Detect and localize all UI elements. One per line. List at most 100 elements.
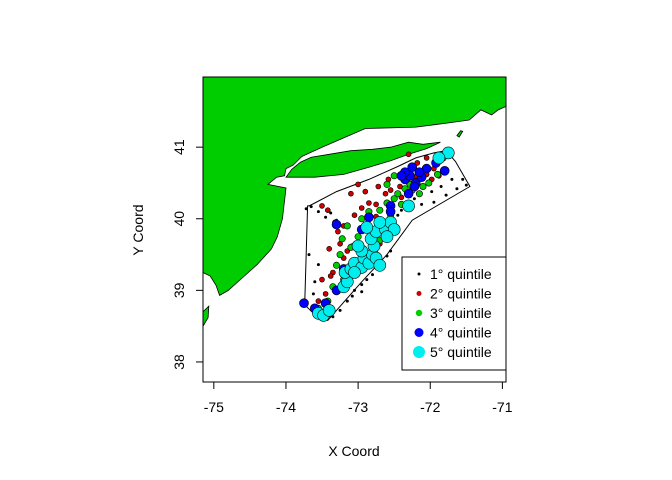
data-point	[396, 213, 400, 217]
data-point	[455, 187, 459, 191]
data-point	[364, 212, 374, 223]
data-point	[423, 155, 430, 161]
data-point	[360, 283, 364, 287]
data-point	[360, 221, 374, 234]
data-point	[348, 190, 354, 197]
legend-label: 2° quintile	[430, 286, 492, 302]
data-point	[322, 291, 329, 297]
data-point	[425, 179, 433, 187]
data-point	[338, 308, 342, 312]
data-point	[376, 206, 384, 214]
data-point	[329, 211, 333, 215]
legend-key	[413, 346, 425, 358]
data-point	[331, 219, 342, 230]
data-point	[390, 195, 398, 203]
y-tick-label: 38	[171, 354, 187, 370]
delmarva-land	[203, 305, 210, 327]
y-tick-label: 41	[171, 139, 187, 155]
data-point	[396, 171, 407, 181]
legend-key	[414, 328, 424, 337]
data-point	[353, 288, 356, 292]
data-point	[387, 187, 394, 193]
data-point	[316, 210, 320, 214]
data-point	[354, 233, 362, 241]
data-point	[419, 183, 427, 191]
y-tick-label: 40	[171, 211, 187, 227]
data-point	[309, 205, 313, 209]
data-point	[461, 177, 465, 181]
y-axis: 38 39 40 41	[171, 139, 203, 370]
legend-key	[416, 291, 422, 296]
data-point	[383, 180, 391, 188]
data-point	[439, 185, 443, 188]
x-tick-label: -74	[276, 399, 296, 415]
data-point	[307, 253, 311, 257]
data-point	[324, 207, 331, 213]
legend: 1° quintile 2° quintile 3° quintile 4° quin…	[401, 256, 507, 371]
data-point	[444, 193, 448, 197]
legend-label: 4° quintile	[430, 325, 492, 341]
data-point	[375, 183, 382, 190]
data-point	[304, 207, 308, 211]
data-point	[394, 190, 402, 198]
data-point	[412, 197, 416, 201]
plot-frame	[202, 76, 507, 383]
data-point	[331, 315, 335, 319]
data-point	[351, 239, 365, 253]
data-point	[327, 273, 334, 279]
data-point	[351, 212, 358, 218]
data-point	[433, 170, 441, 178]
series-5	[312, 146, 455, 322]
data-point	[402, 199, 415, 213]
data-point	[319, 276, 325, 283]
data-point	[316, 263, 320, 267]
data-point	[415, 190, 423, 198]
data-point	[382, 190, 389, 197]
data-point	[385, 254, 389, 258]
legend-label: 1° quintile	[430, 266, 492, 282]
data-point	[315, 298, 322, 304]
data-point	[332, 261, 340, 269]
data-point	[324, 215, 328, 219]
data-point	[311, 292, 315, 296]
data-point	[319, 203, 325, 209]
data-point	[313, 280, 317, 284]
data-point	[335, 228, 341, 235]
data-point	[362, 188, 369, 195]
data-point	[399, 208, 403, 212]
data-point	[350, 294, 354, 298]
data-point	[403, 188, 414, 199]
data-point	[365, 278, 369, 282]
data-point	[358, 215, 366, 223]
data-point	[345, 299, 349, 303]
x-axis-title: X Coord	[328, 443, 379, 459]
data-point	[373, 258, 387, 272]
legend-key	[417, 272, 421, 276]
data-point	[439, 166, 450, 176]
data-point	[371, 273, 374, 277]
data-point	[355, 181, 361, 188]
legend-label: 3° quintile	[430, 305, 492, 321]
data-point	[299, 298, 309, 309]
mainland-land	[203, 77, 506, 296]
data-point	[464, 183, 468, 187]
data-point	[414, 160, 421, 166]
x-tick-label: -75	[204, 399, 224, 415]
data-point	[336, 251, 344, 259]
x-tick-label: -73	[348, 399, 368, 415]
data-point	[432, 200, 436, 204]
data-point	[407, 162, 418, 172]
long-island-land	[285, 141, 441, 178]
data-point	[366, 200, 372, 206]
x-tick-label: -71	[492, 399, 512, 415]
legend-label: 5° quintile	[430, 344, 492, 360]
data-point	[348, 266, 361, 279]
x-axis: -75 -74 -73 -72 -71	[204, 382, 513, 415]
y-axis-title: Y Coord	[130, 204, 146, 255]
data-point	[409, 181, 420, 192]
data-point	[322, 304, 336, 317]
data-point	[432, 151, 446, 165]
data-point	[405, 151, 412, 158]
data-point	[326, 246, 333, 252]
